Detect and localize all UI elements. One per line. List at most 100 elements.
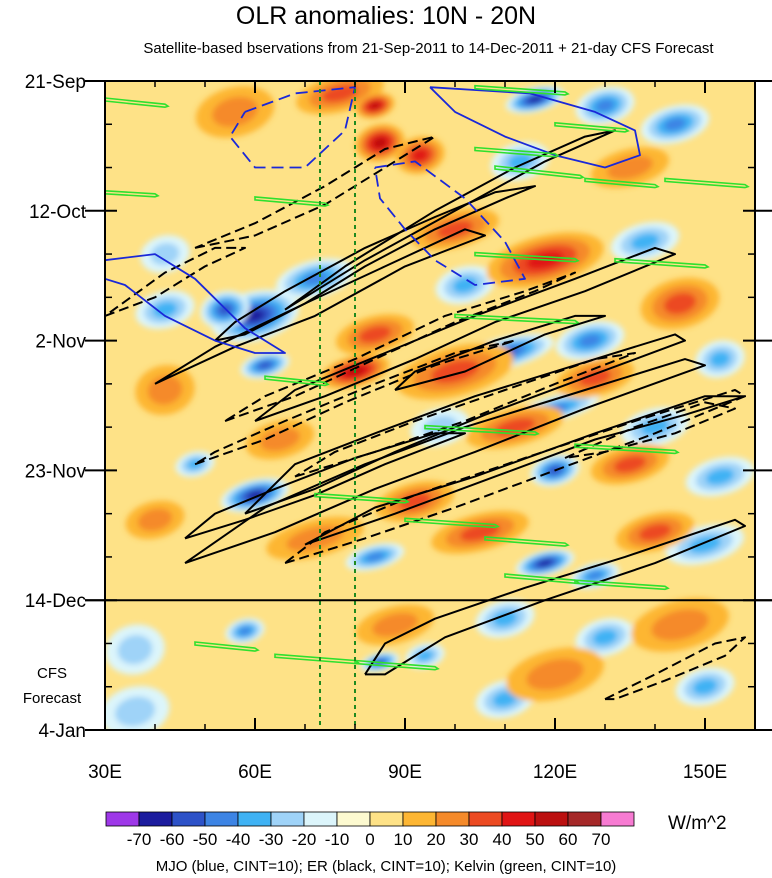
er-contour (294, 352, 636, 478)
y-tick-label: 12-Oct (29, 202, 87, 223)
colorbar-swatch (204, 811, 239, 827)
kelvin-contour (254, 196, 330, 207)
y-tick-label: 4-Jan (38, 721, 86, 742)
olr-anomaly-cell (114, 696, 156, 727)
contour-legend-note: MJO (blue, CINT=10); ER (black, CINT=10)… (155, 858, 617, 875)
er-contour (364, 518, 746, 676)
colorbar-swatch (468, 811, 503, 827)
kelvin-contour (574, 579, 670, 591)
olr-anomaly-cell (260, 427, 300, 452)
olr-anomaly-cell (412, 149, 428, 162)
chart-subtitle: Satellite-based bservations from 21-Sep-… (143, 40, 714, 57)
olr-anomaly-cell (238, 627, 252, 636)
kelvin-contour (424, 424, 540, 436)
olr-anomaly-cell (507, 153, 533, 170)
olr-anomaly-cell (587, 571, 603, 580)
colorbar-tick-label: 30 (460, 830, 479, 849)
colorbar-tick-label: -60 (160, 830, 185, 849)
mjo-contour (105, 253, 286, 354)
kelvin-contour (484, 536, 570, 547)
colorbar-tick-label: -30 (259, 830, 284, 849)
olr-anomaly-cell (492, 610, 518, 627)
kelvin-contour (105, 189, 160, 198)
olr-anomaly-cell (528, 96, 542, 103)
mjo-contour (374, 160, 526, 286)
kelvin-contour (264, 375, 330, 387)
olr-anomaly-cell (538, 560, 552, 567)
wave-contours (105, 84, 750, 701)
plot-frame (104, 80, 756, 731)
colorbar-swatch (270, 811, 305, 827)
mjo-contour (429, 86, 641, 169)
olr-anomaly-cell (150, 243, 180, 266)
er-contour (224, 271, 576, 422)
x-tick-label: 150E (683, 762, 727, 783)
olr-anomaly-cell (117, 635, 153, 665)
olr-anomaly-cell (705, 468, 735, 485)
olr-anomaly-field (105, 81, 755, 730)
colorbar-tick-label: -50 (193, 830, 218, 849)
olr-anomaly-cell (692, 678, 718, 695)
y-tick-label: 2-Nov (35, 332, 86, 353)
olr-anomaly-cell (651, 609, 709, 641)
colorbar-swatch (237, 811, 272, 827)
colorbar-swatch (138, 811, 173, 827)
er-contour (105, 246, 246, 317)
colorbar-tick-label: 40 (493, 830, 512, 849)
kelvin-contour (474, 251, 580, 263)
olr-anomaly-cell (630, 233, 660, 250)
y-tick-label: 23-Nov (25, 461, 87, 482)
colorbar-swatch (369, 811, 404, 827)
colorbar-swatch (402, 811, 437, 827)
colorbar-tick-label: -20 (292, 830, 317, 849)
olr-anomaly-cell (247, 491, 263, 499)
olr-anomaly-cell (152, 301, 178, 318)
er-contour (194, 135, 436, 249)
colorbar-swatch (600, 811, 635, 827)
colorbar-tick-label: 70 (592, 830, 611, 849)
olr-anomaly-cell (709, 351, 731, 367)
colorbar-swatch (534, 811, 569, 827)
kelvin-contour (584, 177, 660, 189)
mjo-contour (229, 86, 356, 169)
x-tick-label: 30E (88, 762, 122, 783)
colorbar-units: W/m^2 (668, 813, 727, 834)
x-tick-label: 120E (533, 762, 577, 783)
olr-anomaly-cell (358, 326, 392, 343)
olr-anomaly-cell (592, 629, 618, 646)
colorbar-tick-label: -10 (325, 830, 350, 849)
colorbar-tick-label: 10 (394, 830, 413, 849)
colorbar: -70 -60 -50 -40 -30 -20 -10 0 10 20 30 40 50 60 70 (105, 811, 635, 849)
colorbar-swatch (336, 811, 371, 827)
cfs-forecast-label: CFS Forecast (23, 665, 82, 707)
colorbar-swatch (105, 811, 140, 827)
olr-anomaly-cell (258, 361, 272, 369)
olr-anomaly-cell (607, 155, 653, 180)
x-tick-label: 90E (388, 762, 422, 783)
olr-anomaly-cell (595, 99, 615, 112)
cfs-forecast-text: CFS (37, 665, 67, 682)
kelvin-contour (474, 84, 570, 96)
kelvin-contour (404, 517, 500, 529)
kelvin-contour (194, 641, 260, 652)
colorbar-swatch (435, 811, 470, 827)
olr-anomaly-cell (688, 536, 722, 553)
colorbar-tick-label: 60 (559, 830, 578, 849)
y-tick-label: 21-Sep (25, 72, 86, 93)
colorbar-tick-label: 50 (526, 830, 545, 849)
er-contour (284, 389, 746, 565)
kelvin-contour (554, 121, 630, 133)
olr-anomaly-cell (212, 96, 258, 127)
colorbar-swatch (171, 811, 206, 827)
kelvin-contour (474, 146, 560, 158)
er-contour (154, 228, 486, 385)
olr-anomaly-cell (664, 117, 686, 131)
kelvin-contour (314, 492, 410, 504)
olr-anomaly-cell (452, 277, 478, 293)
er-contour (564, 401, 736, 459)
olr-anomaly-cell (302, 272, 328, 286)
kelvin-contour (664, 177, 750, 189)
er-contour (604, 636, 746, 701)
x-axis: 30E 60E 90E 120E 150E (88, 81, 756, 783)
er-contour (284, 129, 616, 311)
